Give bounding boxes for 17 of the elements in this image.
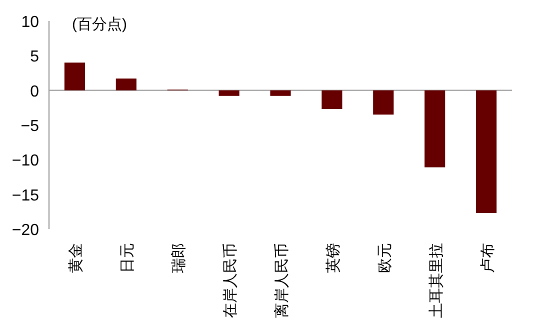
y-tick-label: −10	[12, 152, 40, 170]
y-tick-label: −20	[12, 222, 40, 239]
x-tick-label: 黄金	[68, 243, 85, 273]
y-tick-label: 0	[30, 83, 40, 100]
annotation: (百分点)	[72, 16, 127, 33]
x-tick-label: 英镑	[324, 243, 342, 273]
x-tick-label: 瑞郎	[170, 243, 188, 273]
x-tick-label: 在岸人民币	[222, 243, 240, 318]
x-tick-label: 日元	[119, 243, 136, 273]
x-tick-label: 土耳其里拉	[428, 243, 445, 318]
x-tick-label: 卢布	[479, 243, 496, 273]
y-tick-label: −5	[20, 118, 40, 135]
y-tick-label: −15	[12, 187, 40, 204]
x-tick-label: 欧元	[376, 243, 394, 273]
x-tick-label: 离岸人民币	[274, 243, 290, 318]
y-tick-label: 10	[21, 14, 40, 31]
y-tick-label: 5	[30, 48, 40, 66]
